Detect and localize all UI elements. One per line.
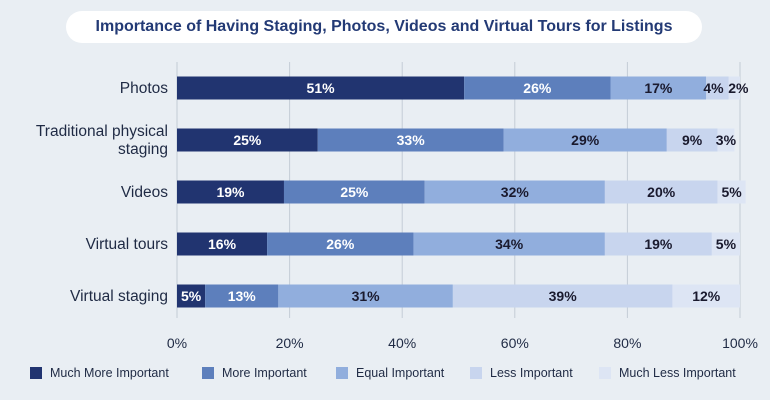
data-label: 51% (307, 80, 336, 96)
data-label: 25% (233, 132, 262, 148)
data-label: 9% (682, 132, 703, 148)
bar-segment (317, 128, 504, 152)
legend-label: Much More Important (50, 366, 169, 380)
data-label: 12% (692, 288, 721, 304)
data-label: 25% (340, 184, 369, 200)
legend-label: Less Important (490, 366, 573, 380)
data-label: 20% (647, 184, 676, 200)
bar-segment (717, 128, 735, 152)
x-tick-label: 40% (388, 335, 416, 351)
bar-segment (424, 180, 605, 204)
bars (177, 76, 746, 308)
legend: Much More Important More Important Equal I… (0, 366, 770, 386)
data-label: 31% (352, 288, 381, 304)
bar-segment (464, 76, 611, 100)
category-labels: Photos Traditional physical staging Videos V… (36, 80, 168, 305)
legend-swatch (202, 367, 214, 379)
data-label: 29% (571, 132, 600, 148)
data-label: 4% (703, 80, 724, 96)
chart-title: Importance of Having Staging, Photos, Vi… (66, 11, 702, 43)
data-labels: 51% 26% 17% 4% 2% 25% 33% 29% 9% 3% 19% 25% 32% 20% 5%… (181, 80, 749, 304)
data-label: 26% (523, 80, 552, 96)
category-label: Videos (121, 184, 168, 201)
bar-segment (711, 232, 740, 256)
bar-segment (604, 232, 712, 256)
bar-segment (278, 284, 453, 308)
category-label: Virtual tours (86, 236, 169, 253)
bar-segment (267, 232, 414, 256)
x-tick-label: 80% (613, 335, 641, 351)
legend-label: Equal Important (356, 366, 445, 380)
category-label: Traditional physical staging (36, 123, 168, 158)
x-tick-label: 20% (276, 335, 304, 351)
data-label: 13% (228, 288, 257, 304)
category-label: Photos (120, 80, 169, 97)
legend-item: Equal Important (336, 366, 444, 380)
data-label: 5% (716, 236, 737, 252)
bar-segment (283, 180, 425, 204)
bar-segment (706, 76, 729, 100)
bar-segment (413, 232, 605, 256)
bar-segment (728, 76, 740, 100)
bar-segment (177, 128, 318, 152)
x-tick-labels: 0% 20% 40% 60% 80% 100% (167, 335, 758, 351)
bar-segment (452, 284, 673, 308)
bar-segment (177, 76, 465, 100)
legend-swatch (470, 367, 482, 379)
x-tick-label: 100% (722, 335, 758, 351)
data-label: 26% (326, 236, 355, 252)
legend-swatch (599, 367, 611, 379)
category-label: Virtual staging (70, 288, 168, 305)
data-label: 5% (181, 288, 202, 304)
bar-segment (177, 232, 268, 256)
data-label: 19% (216, 184, 245, 200)
legend-label: Much Less Important (619, 366, 736, 380)
bar-segment (604, 180, 718, 204)
bar-segment (666, 128, 718, 152)
data-label: 16% (208, 236, 237, 252)
legend-swatch (30, 367, 42, 379)
bar-segment (610, 76, 707, 100)
data-label: 34% (495, 236, 524, 252)
x-tick-label: 0% (167, 335, 187, 351)
bar-segment (503, 128, 667, 152)
bar-segment (177, 180, 284, 204)
data-label: 33% (397, 132, 426, 148)
data-label: 19% (644, 236, 673, 252)
legend-label: More Important (222, 366, 307, 380)
legend-swatch (336, 367, 348, 379)
data-label: 5% (721, 184, 742, 200)
bar-segment (205, 284, 279, 308)
data-label: 39% (549, 288, 578, 304)
legend-item: Much Less Important (599, 366, 736, 380)
data-label: 3% (716, 132, 737, 148)
legend-item: Less Important (470, 366, 573, 380)
data-label: 2% (728, 80, 749, 96)
data-label: 32% (501, 184, 530, 200)
legend-item: Much More Important (30, 366, 169, 380)
legend-item: More Important (202, 366, 307, 380)
data-label: 17% (644, 80, 673, 96)
bar-segment (177, 284, 206, 308)
x-tick-label: 60% (501, 335, 529, 351)
bar-segment (672, 284, 740, 308)
bar-segment (717, 180, 746, 204)
